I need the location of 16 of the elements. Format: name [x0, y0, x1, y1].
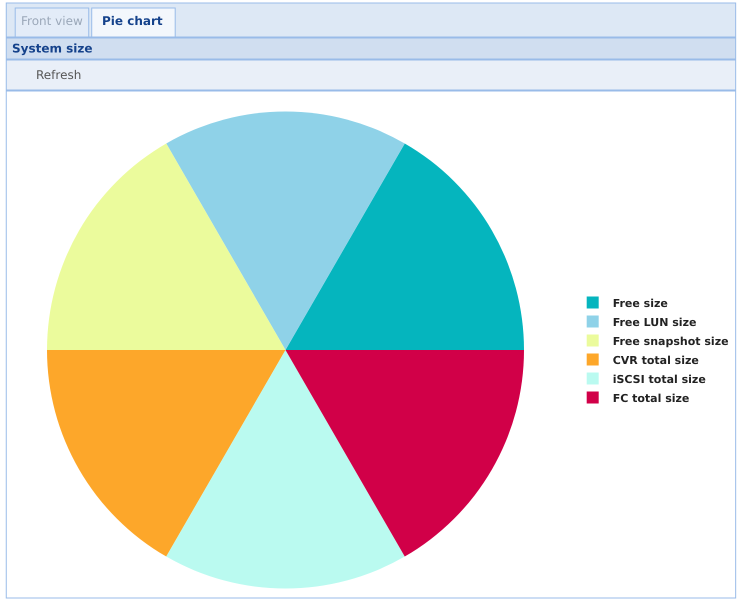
legend-label: Free size [612, 296, 668, 310]
legend-label: Free LUN size [612, 316, 696, 329]
text: Refresh [36, 68, 82, 82]
text: Pie chart [102, 14, 163, 28]
legend-label: FC total size [612, 392, 690, 405]
pie-slice [166, 112, 405, 350]
text: Front view [21, 14, 83, 28]
legend-label: Free snapshot size [612, 334, 729, 348]
pie-slice [286, 350, 524, 557]
legend-label: iSCSI total size [612, 372, 706, 386]
pie-slice [47, 350, 286, 557]
legend-label: CVR total size [612, 354, 699, 367]
pie-slice [47, 143, 286, 350]
pie-slice [286, 143, 524, 350]
pie-slice [166, 350, 405, 588]
chart-title: System size [12, 42, 93, 56]
